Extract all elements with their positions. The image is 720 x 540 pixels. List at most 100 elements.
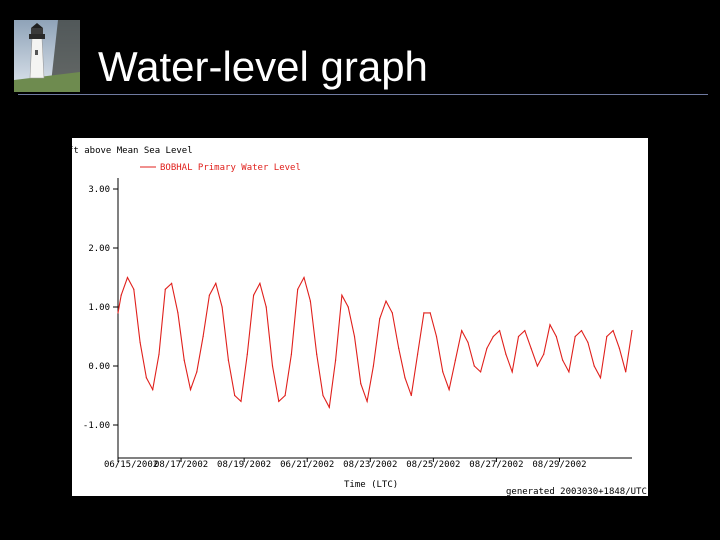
data-point — [562, 359, 564, 361]
data-point — [423, 312, 425, 314]
data-point — [372, 365, 375, 367]
data-point — [152, 389, 154, 391]
data-point — [278, 400, 280, 402]
x-tick-label: 06/15/2002 — [104, 460, 158, 470]
data-point — [587, 341, 589, 343]
data-point — [120, 294, 122, 296]
data-point — [410, 394, 412, 397]
data-point — [404, 377, 406, 379]
y-tick-label: 1.00 — [88, 303, 110, 313]
data-point — [322, 394, 324, 397]
data-point — [259, 282, 261, 284]
lighthouse-logo — [14, 20, 80, 92]
x-tick-label: 08/19/2002 — [217, 460, 271, 470]
data-point — [379, 318, 381, 320]
data-point — [467, 341, 469, 343]
data-point — [492, 335, 494, 338]
data-point — [347, 306, 349, 308]
data-point — [398, 347, 400, 349]
footer-generated: generated 2003030+1848/UTC — [506, 487, 647, 496]
y-tick-label: -1.00 — [83, 421, 110, 431]
x-tick-label: 08/29/2002 — [532, 460, 586, 470]
series-line-water-level — [117, 276, 633, 410]
data-point — [486, 347, 488, 349]
data-point — [385, 300, 387, 302]
data-point — [177, 312, 179, 314]
data-point — [454, 359, 457, 361]
data-point — [145, 377, 147, 379]
data-point — [536, 365, 538, 367]
data-point — [196, 371, 198, 373]
data-point — [429, 312, 431, 314]
data-point — [309, 300, 311, 302]
data-point — [290, 353, 293, 355]
data-point — [183, 359, 185, 361]
y-tick-label: 3.00 — [88, 185, 110, 195]
data-point — [473, 365, 475, 367]
title-divider — [18, 94, 708, 95]
data-point — [164, 288, 166, 290]
data-point — [208, 294, 211, 296]
data-point — [517, 335, 520, 338]
data-point — [593, 365, 595, 367]
data-point — [435, 335, 438, 338]
data-point — [139, 341, 141, 343]
data-point — [353, 335, 356, 338]
legend-label: BOBHAL Primary Water Level — [160, 163, 301, 173]
data-point — [416, 353, 419, 355]
y-tick-label: 2.00 — [88, 244, 110, 254]
data-point — [580, 330, 583, 332]
data-point — [543, 353, 545, 355]
data-point — [117, 312, 119, 314]
y-tick-label: 0.00 — [88, 362, 110, 372]
data-point — [511, 371, 513, 373]
x-tick-label: 06/21/2002 — [280, 460, 334, 470]
x-tick-label: 08/23/2002 — [343, 460, 397, 470]
data-point — [341, 294, 343, 296]
data-point — [612, 330, 614, 332]
data-point — [599, 377, 602, 379]
data-point — [126, 276, 129, 279]
data-point — [618, 347, 620, 349]
data-point — [574, 335, 576, 338]
data-point — [189, 389, 192, 391]
data-point — [555, 335, 557, 338]
data-point — [202, 335, 204, 338]
data-point — [221, 306, 223, 308]
data-point — [252, 294, 255, 296]
data-point — [303, 276, 305, 279]
x-tick-label: 08/25/2002 — [406, 460, 460, 470]
data-point — [215, 282, 217, 284]
slide-title: Water-level graph — [98, 43, 428, 90]
data-point — [133, 288, 135, 290]
data-point — [158, 353, 160, 355]
data-point — [391, 312, 393, 314]
lighthouse-icon — [14, 20, 80, 92]
data-point — [240, 400, 242, 402]
data-point — [530, 347, 532, 349]
data-point — [246, 353, 248, 355]
data-point — [505, 353, 507, 355]
data-point — [334, 359, 337, 361]
x-tick-label: 08/17/2002 — [154, 460, 208, 470]
data-point — [234, 394, 236, 397]
data-point — [271, 365, 274, 367]
data-point — [284, 394, 286, 397]
data-point — [328, 406, 330, 408]
y-axis-label: ft above Mean Sea Level — [72, 146, 193, 156]
data-point — [265, 306, 267, 308]
water-level-chart: ft above Mean Sea Level BOBHAL Primary W… — [72, 146, 647, 496]
data-point — [480, 371, 482, 373]
x-axis-label: Time (LTC) — [344, 480, 398, 490]
data-point — [625, 371, 627, 373]
data-point — [316, 353, 318, 355]
data-point — [448, 389, 450, 391]
data-point — [360, 383, 362, 385]
data-point — [498, 330, 501, 332]
data-point — [549, 324, 551, 326]
data-point — [297, 288, 299, 290]
x-tick-label: 08/27/2002 — [469, 460, 523, 470]
data-point — [366, 400, 368, 402]
data-point — [461, 330, 463, 332]
data-point — [524, 330, 526, 332]
